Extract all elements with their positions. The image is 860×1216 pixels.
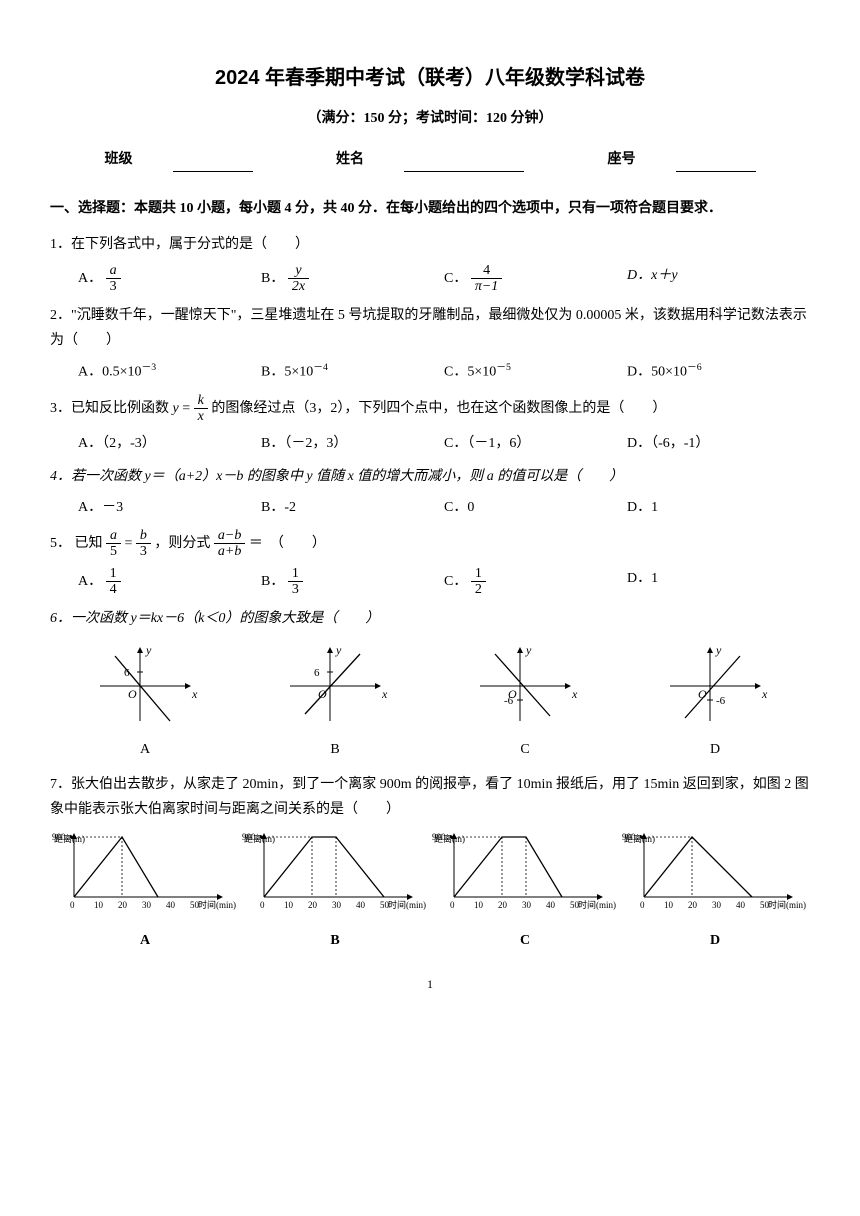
svg-text:0: 0 <box>450 900 455 910</box>
q4-text: 4．若一次函数 y＝（a+2）x－b 的图象中 y 值随 x 值的增大而减小，则… <box>50 464 810 489</box>
section-1-heading: 一、选择题：本题共 10 小题，每小题 4 分，共 40 分．在每小题给出的四个… <box>50 196 810 221</box>
svg-text:6: 6 <box>124 667 130 679</box>
svg-text:900: 900 <box>242 832 256 842</box>
svg-text:20: 20 <box>308 900 318 910</box>
page-number: 1 <box>50 974 810 996</box>
q6-graph-d: x y O -6 D <box>650 641 780 762</box>
svg-text:10: 10 <box>474 900 484 910</box>
svg-text:10: 10 <box>284 900 294 910</box>
q5-opt-a: A． 14 <box>78 566 261 598</box>
q5-opt-b: B． 13 <box>261 566 444 598</box>
q1-opt-c: C． 4π−1 <box>444 263 627 295</box>
question-6: 6．一次函数 y＝kx－6（k＜0）的图象大致是（ ） x y O 6 A x … <box>50 606 810 762</box>
q4-opt-c: C．0 <box>444 495 627 520</box>
subtitle: （满分：150 分；考试时间：120 分钟） <box>50 106 810 131</box>
svg-text:30: 30 <box>332 900 342 910</box>
name-label: 姓名 <box>336 152 364 167</box>
question-2: 2．"沉睡数千年，一醒惊天下"，三星堆遗址在 5 号坑提取的牙雕制品，最细微处仅… <box>50 303 810 385</box>
q3-opt-a: A．（2，-3） <box>78 431 261 456</box>
svg-text:时间(min): 时间(min) <box>388 899 426 910</box>
q5-text: 5． 已知 a5 = b3 ，则分式 a−ba+b ＝ （ ） <box>50 528 810 560</box>
q2-text: 2．"沉睡数千年，一醒惊天下"，三星堆遗址在 5 号坑提取的牙雕制品，最细微处仅… <box>50 303 810 353</box>
page-title: 2024 年春季期中考试（联考）八年级数学科试卷 <box>50 60 810 96</box>
q7-graph-c: 距离(m) 900 01020304050 时间(min) C <box>432 832 619 953</box>
q3-text: 3．已知反比例函数 y = kx 的图像经过点（3，2），下列四个点中，也在这个… <box>50 393 810 425</box>
svg-text:y: y <box>715 643 722 657</box>
q3-opt-d: D．（-6，-1） <box>627 431 810 456</box>
svg-text:40: 40 <box>736 900 746 910</box>
svg-text:x: x <box>191 687 198 701</box>
svg-text:时间(min): 时间(min) <box>578 899 616 910</box>
q7-graph-d: 距离(m) 900 01020304050 时间(min) D <box>622 832 809 953</box>
q6-graph-c: x y O -6 C <box>460 641 590 762</box>
question-7: 7．张大伯出去散步，从家走了 20min，到了一个离家 900m 的阅报亭，看了… <box>50 772 810 954</box>
svg-text:30: 30 <box>712 900 722 910</box>
q5-opt-d: D．1 <box>627 566 810 598</box>
svg-text:时间(min): 时间(min) <box>198 899 236 910</box>
svg-text:y: y <box>145 643 152 657</box>
svg-text:30: 30 <box>522 900 532 910</box>
svg-text:900: 900 <box>432 832 446 842</box>
q7-graph-a: 距离(m) 900 01020304050 时间(min) A <box>52 832 239 953</box>
question-5: 5． 已知 a5 = b3 ，则分式 a−ba+b ＝ （ ） A． 14 B．… <box>50 528 810 598</box>
q6-graph-b: x y O 6 B <box>270 641 400 762</box>
q2-opt-a: A．0.5×10－3 <box>78 359 261 385</box>
q7-graph-b: 距离(m) 900 01020304050 时间(min) B <box>242 832 429 953</box>
q1-text: 1．在下列各式中，属于分式的是（ ） <box>50 232 810 257</box>
q7-graphs: 距离(m) 900 01020304050 时间(min) A 距离(m) 90… <box>50 832 810 953</box>
svg-text:O: O <box>128 687 137 701</box>
svg-text:y: y <box>335 643 342 657</box>
svg-text:-6: -6 <box>716 695 726 707</box>
class-label: 班级 <box>105 152 133 167</box>
svg-text:-6: -6 <box>504 695 514 707</box>
svg-text:20: 20 <box>688 900 698 910</box>
svg-text:900: 900 <box>622 832 636 842</box>
svg-text:6: 6 <box>314 667 320 679</box>
q2-opt-c: C．5×10－5 <box>444 359 627 385</box>
svg-text:0: 0 <box>260 900 265 910</box>
svg-text:0: 0 <box>70 900 75 910</box>
q6-graph-a: x y O 6 A <box>80 641 210 762</box>
student-info-row: 班级 姓名 座号 <box>50 147 810 172</box>
svg-text:40: 40 <box>166 900 176 910</box>
svg-text:900: 900 <box>52 832 66 842</box>
q1-opt-a: A． a3 <box>78 263 261 295</box>
svg-text:时间(min): 时间(min) <box>768 899 806 910</box>
svg-text:10: 10 <box>664 900 674 910</box>
svg-text:40: 40 <box>356 900 366 910</box>
question-3: 3．已知反比例函数 y = kx 的图像经过点（3，2），下列四个点中，也在这个… <box>50 393 810 456</box>
question-1: 1．在下列各式中，属于分式的是（ ） A． a3 B． y2x C． 4π−1 … <box>50 232 810 295</box>
svg-text:y: y <box>525 643 532 657</box>
svg-text:20: 20 <box>498 900 508 910</box>
svg-text:x: x <box>381 687 388 701</box>
svg-text:x: x <box>761 687 768 701</box>
q1-opt-d: D．x＋y <box>627 263 810 295</box>
seat-label: 座号 <box>608 152 636 167</box>
q4-opt-b: B．-2 <box>261 495 444 520</box>
q6-text: 6．一次函数 y＝kx－6（k＜0）的图象大致是（ ） <box>50 606 810 631</box>
q2-opt-d: D．50×10－6 <box>627 359 810 385</box>
svg-text:10: 10 <box>94 900 104 910</box>
svg-text:40: 40 <box>546 900 556 910</box>
q6-graphs: x y O 6 A x y O 6 B x y O -6 C <box>50 641 810 762</box>
question-4: 4．若一次函数 y＝（a+2）x－b 的图象中 y 值随 x 值的增大而减小，则… <box>50 464 810 520</box>
q4-opt-a: A．－3 <box>78 495 261 520</box>
q4-opt-d: D．1 <box>627 495 810 520</box>
q3-opt-b: B．（－2，3） <box>261 431 444 456</box>
q1-opt-b: B． y2x <box>261 263 444 295</box>
svg-text:20: 20 <box>118 900 128 910</box>
svg-text:x: x <box>571 687 578 701</box>
q2-opt-b: B．5×10－4 <box>261 359 444 385</box>
svg-text:30: 30 <box>142 900 152 910</box>
q3-opt-c: C．（－1，6） <box>444 431 627 456</box>
q7-text: 7．张大伯出去散步，从家走了 20min，到了一个离家 900m 的阅报亭，看了… <box>50 772 810 822</box>
q5-opt-c: C． 12 <box>444 566 627 598</box>
svg-text:0: 0 <box>640 900 645 910</box>
